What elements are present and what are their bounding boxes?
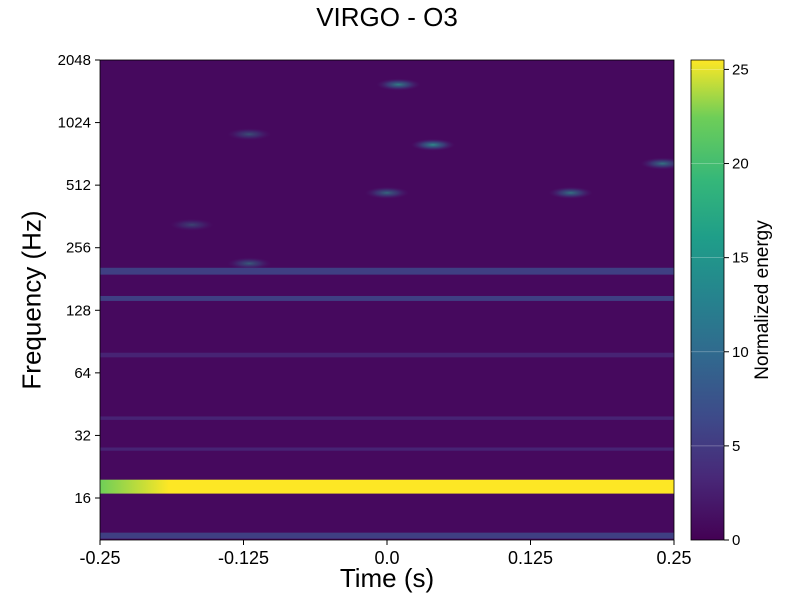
heatmap-blob [169,218,214,231]
x-tick-label: -0.25 [79,548,120,568]
heatmap-band [100,479,674,494]
y-tick-label: 16 [74,490,91,507]
y-tick-label: 128 [66,302,91,319]
heatmap-blob [227,257,272,270]
x-tick-label: 0.125 [508,548,553,568]
heatmap-band [100,352,674,358]
colorbar-tick-label: 25 [732,61,749,78]
colorbar-tick-label: 5 [732,438,740,455]
y-tick-label: 512 [66,177,91,194]
colorbar: 0 5 10 15 20 25 [690,59,749,549]
heatmap-band [100,532,674,539]
heatmap-band [100,447,674,451]
y-axis: 16 32 64 128 256 512 1024 2048 [58,52,100,507]
y-tick-label: 1024 [58,115,91,132]
y-tick-label: 2048 [58,52,91,69]
x-tick-label: -0.125 [218,548,269,568]
x-axis-label: Time (s) [339,563,435,593]
y-tick-label: 32 [74,427,91,444]
x-tick-label: 0.25 [656,548,691,568]
heatmap-band [100,295,674,301]
colorbar-tick-label: 20 [732,156,749,173]
heatmap-blob [410,138,455,151]
colorbar-label: Normalized energy [752,220,773,380]
colorbar-gradient [690,59,725,541]
y-tick-label: 64 [74,365,91,382]
heatmap-band [100,267,674,275]
heatmap-blob [365,186,409,199]
heatmap-blob [640,157,674,170]
y-axis-label: Frequency (Hz) [16,210,47,390]
heatmap-blob [548,186,593,199]
chart-title: VIRGO - O3 [316,2,458,32]
plot-area [99,59,675,541]
x-axis: -0.25 -0.125 0.0 0.125 0.25 [79,540,692,568]
x-tick-label: 0.0 [374,548,399,568]
y-tick-label: 256 [66,240,91,257]
heatmap-blob [376,78,421,91]
heatmap-blob [227,128,272,141]
colorbar-tick-label: 0 [732,532,740,549]
colorbar-tick-label: 10 [732,344,749,361]
colorbar-tick-label: 15 [732,250,749,267]
heatmap-band [100,416,674,420]
